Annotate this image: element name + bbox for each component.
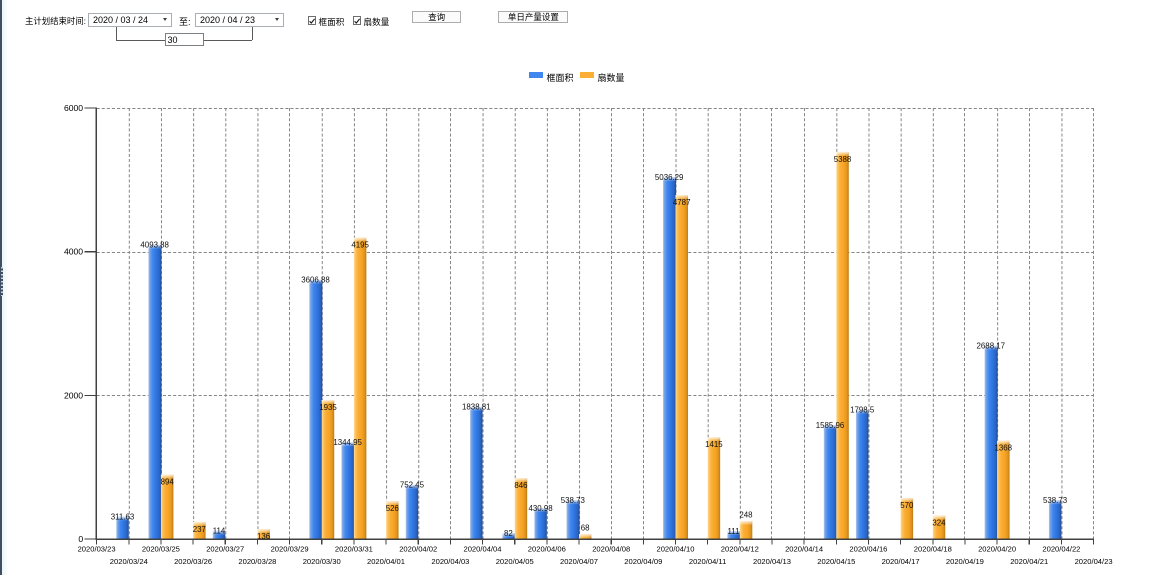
svg-text:2020/04/08: 2020/04/08 (592, 545, 630, 554)
svg-text:846: 846 (514, 481, 528, 490)
svg-text:2020/03/30: 2020/03/30 (303, 557, 341, 566)
svg-text:2000: 2000 (64, 390, 83, 400)
svg-text:526: 526 (386, 504, 400, 513)
svg-text:2020/03/26: 2020/03/26 (174, 557, 212, 566)
svg-text:4000: 4000 (64, 247, 83, 257)
svg-text:2020/04/12: 2020/04/12 (721, 545, 759, 554)
svg-text:2020/04/10: 2020/04/10 (656, 545, 694, 554)
svg-text:324: 324 (932, 519, 946, 528)
svg-text:1798.5: 1798.5 (850, 406, 875, 415)
svg-text:2020/04/22: 2020/04/22 (1042, 545, 1080, 554)
svg-text:2020/03/28: 2020/03/28 (238, 557, 276, 566)
svg-text:2020/04/14: 2020/04/14 (785, 545, 823, 554)
svg-text:248: 248 (739, 511, 753, 520)
svg-text:111: 111 (728, 527, 740, 536)
svg-text:2020/04/11: 2020/04/11 (689, 557, 726, 566)
svg-text:311.63: 311.63 (111, 512, 135, 521)
svg-text:136: 136 (257, 532, 271, 541)
svg-text:3606.88: 3606.88 (301, 276, 330, 285)
svg-text:2020/04/21: 2020/04/21 (1010, 557, 1048, 566)
svg-text:5036.29: 5036.29 (655, 173, 684, 182)
svg-text:2020/04/02: 2020/04/02 (399, 545, 437, 554)
svg-text:2020/04/04: 2020/04/04 (463, 545, 501, 554)
svg-text:2020/04/18: 2020/04/18 (914, 545, 952, 554)
svg-text:538.73: 538.73 (1043, 496, 1068, 505)
svg-text:1935: 1935 (319, 403, 337, 412)
svg-text:82: 82 (504, 529, 513, 538)
svg-text:430.98: 430.98 (529, 504, 554, 513)
svg-text:1344.95: 1344.95 (333, 438, 362, 447)
svg-text:6000: 6000 (64, 103, 83, 113)
svg-text:2020/04/06: 2020/04/06 (528, 545, 566, 554)
svg-text:114: 114 (213, 527, 226, 536)
svg-text:0: 0 (78, 534, 83, 544)
svg-text:2020/04/19: 2020/04/19 (946, 557, 984, 566)
svg-text:2020/04/03: 2020/04/03 (431, 557, 469, 566)
svg-text:5388: 5388 (834, 155, 852, 164)
svg-text:1585.96: 1585.96 (816, 421, 845, 430)
svg-text:1415: 1415 (705, 440, 723, 449)
svg-text:2020/03/31: 2020/03/31 (335, 545, 373, 554)
svg-text:2020/03/29: 2020/03/29 (271, 545, 309, 554)
svg-text:1368: 1368 (995, 444, 1013, 453)
svg-text:570: 570 (900, 501, 914, 510)
svg-text:2020/04/23: 2020/04/23 (1075, 557, 1113, 566)
svg-text:2020/03/24: 2020/03/24 (110, 557, 148, 566)
svg-text:4093.88: 4093.88 (140, 241, 169, 250)
svg-text:894: 894 (161, 478, 175, 487)
svg-text:4787: 4787 (673, 198, 691, 207)
svg-text:2020/03/25: 2020/03/25 (142, 545, 180, 554)
svg-text:2020/04/09: 2020/04/09 (624, 557, 662, 566)
svg-text:2020/04/13: 2020/04/13 (753, 557, 791, 566)
svg-text:1838.81: 1838.81 (462, 403, 491, 412)
svg-text:2020/04/05: 2020/04/05 (496, 557, 534, 566)
svg-text:2020/04/07: 2020/04/07 (560, 557, 598, 566)
svg-text:538.73: 538.73 (561, 496, 586, 505)
svg-text:2020/04/15: 2020/04/15 (817, 557, 855, 566)
svg-text:2020/04/01: 2020/04/01 (367, 557, 405, 566)
svg-text:2020/03/23: 2020/03/23 (78, 545, 116, 554)
svg-text:68: 68 (581, 524, 590, 533)
svg-text:752.45: 752.45 (400, 481, 425, 490)
svg-text:2688.17: 2688.17 (977, 342, 1006, 351)
svg-text:237: 237 (193, 525, 206, 534)
svg-text:2020/04/17: 2020/04/17 (882, 557, 920, 566)
svg-text:2020/04/16: 2020/04/16 (849, 545, 887, 554)
svg-text:2020/04/20: 2020/04/20 (978, 545, 1016, 554)
svg-text:4195: 4195 (351, 241, 369, 250)
svg-text:2020/03/27: 2020/03/27 (206, 545, 244, 554)
